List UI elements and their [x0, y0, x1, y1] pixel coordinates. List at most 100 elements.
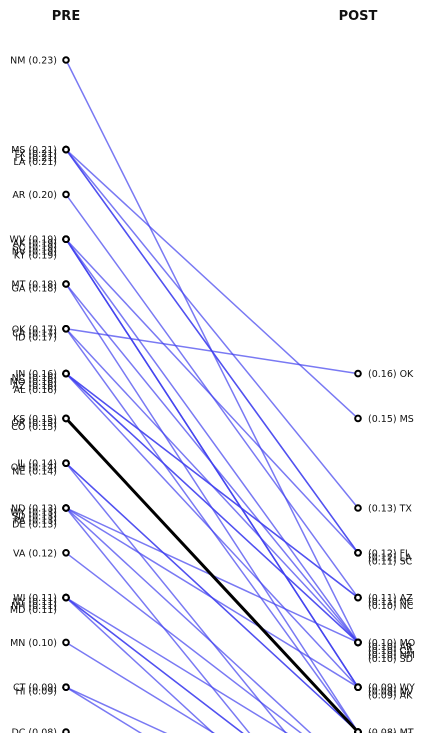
pre-dot-ar — [62, 190, 70, 199]
pre-label: MO (0.16) — [10, 377, 57, 388]
pre-labels: NM (0.23) MS (0.21)TX (0.21)FL (0.21)LA (… — [10, 56, 57, 733]
pre-label: CT (0.09) — [13, 683, 57, 694]
post-label: (0.11) AZ — [368, 593, 413, 604]
pre-label: CO (0.15) — [11, 422, 57, 433]
pre-dot-va — [62, 549, 70, 557]
pre-label: PA (0.13) — [14, 516, 57, 527]
pre-dot-la — [62, 145, 70, 154]
post-label: (0.11) NC — [368, 597, 414, 608]
pre-label: MN (0.10) — [10, 638, 57, 649]
pre-label: IL (0.14) — [17, 459, 57, 470]
pre-label: LA (0.21) — [13, 157, 57, 168]
pre-dot-nm — [62, 56, 70, 64]
pre-label: ID (0.17) — [15, 332, 57, 343]
pre-label: AK (0.19) — [13, 239, 57, 250]
slope-lines — [64, 59, 360, 733]
slope-line-ga — [65, 283, 359, 643]
pre-label: NV (0.19) — [12, 247, 57, 258]
pre-label: GA (0.18) — [12, 284, 57, 295]
pre-dot-mn — [62, 638, 70, 647]
pre-header: PRE — [52, 9, 80, 24]
post-label: (0.10) AR — [368, 642, 413, 653]
slope-line-ms — [65, 149, 359, 419]
pre-label: NM (0.23) — [10, 56, 57, 67]
post-dot-tx — [354, 504, 362, 512]
pre-label: KS (0.15) — [13, 414, 57, 425]
post-label: (0.10) SD — [368, 654, 413, 665]
slope-line-co — [64, 417, 360, 733]
pre-label: FL (0.21) — [15, 153, 57, 164]
pre-label: OR (0.15) — [11, 418, 57, 429]
pre-label: KY (0.19) — [14, 251, 57, 262]
post-label: (0.09) WY — [368, 683, 415, 694]
post-label: (0.16) OK — [368, 369, 414, 380]
pre-label: HI (0.09) — [15, 687, 57, 698]
pre-dot-co — [62, 414, 70, 423]
post-dot-ms — [354, 414, 362, 423]
post-label: (0.09) NV — [368, 687, 414, 698]
pre-label: NC (0.16) — [12, 373, 57, 384]
post-label: (0.08) MT — [368, 728, 414, 733]
slope-line-wy — [65, 507, 359, 688]
slope-line-ny — [65, 597, 244, 733]
pre-label: MT (0.18) — [11, 280, 57, 291]
endpoint-dots — [62, 56, 362, 733]
pre-dot-md — [62, 593, 70, 602]
slope-line-in — [65, 373, 359, 688]
pre-label: WY (0.13) — [10, 508, 57, 519]
post-label: (0.08) CO — [368, 732, 414, 733]
pre-dot-al — [62, 369, 70, 378]
slope-line-ct — [65, 686, 143, 733]
pre-label: AL (0.16) — [14, 385, 57, 396]
slope-line-de — [65, 507, 312, 733]
post-dot-az — [354, 593, 362, 602]
pre-label: WI (0.11) — [13, 593, 57, 604]
pre-dot-ga — [62, 280, 70, 288]
post-dot-ok — [354, 369, 362, 378]
slope-line-az — [65, 373, 359, 599]
post-dot-wy — [354, 683, 362, 692]
pre-label: SC (0.19) — [13, 243, 57, 254]
slope-line-va — [65, 552, 303, 733]
pre-label: CA (0.17) — [12, 328, 57, 339]
slope-line-ok — [65, 328, 359, 375]
post-label: (0.10) CA — [368, 646, 413, 657]
slope-line-tx — [65, 149, 359, 509]
post-label: (0.15) MS — [368, 414, 414, 425]
post-label: (0.10) NM — [368, 650, 415, 661]
post-dot-sd — [354, 638, 362, 647]
pre-label: IN (0.16) — [16, 369, 58, 380]
post-label: (0.10) MO — [368, 638, 415, 649]
pre-dot-dc — [62, 728, 70, 733]
pre-label: SD (0.13) — [12, 512, 57, 523]
pre-dot-hi — [62, 683, 70, 692]
pre-label: MS (0.21) — [11, 145, 57, 156]
post-label: (0.11) SC — [368, 556, 413, 567]
post-label: (0.12) FL — [368, 548, 411, 559]
pre-label: TX (0.21) — [12, 149, 57, 160]
slope-line-md — [65, 596, 289, 733]
post-label: (0.10) NC — [368, 601, 414, 612]
pre-label: OH (0.14) — [11, 463, 57, 474]
post-label: (0.13) TX — [368, 504, 412, 515]
pre-label: DE (0.13) — [12, 520, 57, 531]
pre-label: WV (0.19) — [10, 235, 57, 246]
post-label: (0.09) AK — [368, 691, 413, 702]
slope-line-hi — [65, 686, 168, 733]
pre-label: OK (0.17) — [12, 324, 57, 335]
pre-label: AZ (0.16) — [12, 381, 57, 392]
pre-label: NE (0.14) — [12, 467, 57, 478]
pre-label: AR (0.20) — [12, 190, 57, 201]
pre-dot-ky — [62, 235, 70, 243]
post-dot-oh — [354, 728, 362, 733]
slope-line-sc — [65, 238, 359, 554]
slope-line-al — [65, 373, 359, 643]
post-dot-sc — [354, 549, 362, 557]
pre-label: NH (0.11) — [11, 601, 57, 612]
pre-label: DC (0.08) — [11, 728, 57, 733]
pre-label: VA (0.12) — [13, 548, 57, 559]
pre-dot-ne — [62, 459, 70, 468]
slope-line-mn — [65, 641, 216, 733]
post-header: POST — [339, 9, 378, 24]
